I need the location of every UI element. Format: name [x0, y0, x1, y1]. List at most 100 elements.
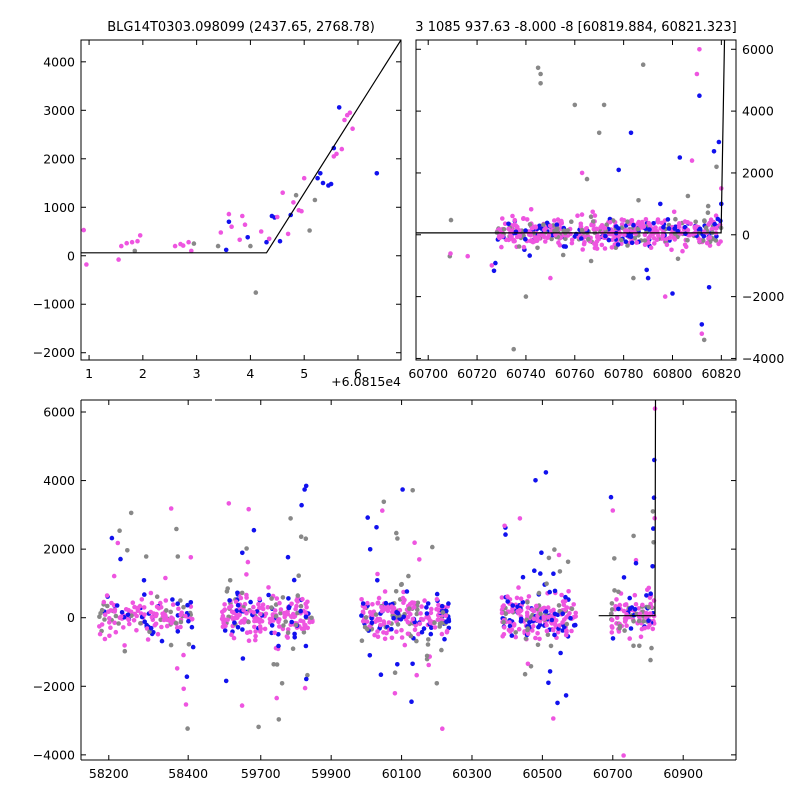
bottom-point	[293, 622, 299, 628]
top-right-point	[646, 236, 651, 241]
top-left-point	[137, 233, 143, 238]
top-right-point	[581, 241, 587, 247]
bottom-point	[650, 626, 656, 632]
bottom-point	[563, 632, 569, 638]
bottom-point	[609, 607, 615, 612]
bottom-point	[225, 586, 230, 591]
top-left-xtick-label: 6	[354, 366, 362, 381]
bottom-point	[525, 627, 530, 633]
bottom-point	[644, 610, 649, 616]
top-left-ticks: 1 2 3 4 5 6 −2000 −1000 0 1000 2000 3000 4000	[33, 40, 401, 381]
top-right-point	[557, 243, 563, 248]
top-right-point	[555, 226, 560, 232]
bottom-point	[220, 624, 226, 630]
bottom-point	[235, 590, 240, 596]
top-left-point	[264, 239, 269, 245]
top-right-point	[622, 228, 628, 233]
bottom-point	[417, 557, 422, 562]
bottom-point	[304, 676, 309, 682]
top-left-point	[215, 243, 221, 249]
bottom-point	[544, 581, 549, 586]
top-right-ticks: 60700 60720 60740 60760 60780 60800 60820−4000…	[408, 40, 784, 381]
top-right-point	[496, 234, 502, 240]
bottom-point	[502, 625, 507, 630]
top-right-point	[575, 213, 580, 218]
bottom-point	[244, 595, 249, 600]
top-left-point	[320, 180, 326, 186]
top-left-point	[339, 146, 345, 152]
bottom-point	[364, 619, 370, 624]
bottom-point	[513, 630, 518, 635]
bottom-model-line	[598, 400, 657, 617]
bottom-point	[282, 610, 287, 616]
top-right-point	[701, 229, 707, 235]
bottom-point	[549, 617, 555, 623]
bottom-point	[158, 605, 164, 610]
top-right-point	[499, 244, 504, 250]
top-right-point	[643, 217, 649, 222]
top-right-point	[644, 267, 649, 273]
bottom-point	[147, 629, 152, 634]
top-right-point	[693, 219, 698, 225]
bottom-point	[400, 595, 406, 601]
top-right-point	[609, 245, 615, 250]
top-right-point	[547, 223, 553, 229]
top-left-point	[245, 235, 250, 240]
bottom-point	[503, 532, 508, 537]
top-left-point	[299, 208, 304, 214]
top-left-point	[191, 241, 197, 246]
bottom-point	[552, 611, 558, 617]
top-left-point	[135, 238, 140, 244]
bottom-point	[112, 609, 117, 614]
bottom-point	[168, 609, 173, 615]
bottom-point	[269, 623, 275, 628]
bottom-point	[159, 624, 164, 630]
top-right-point	[491, 268, 497, 274]
bottom-point	[142, 612, 147, 617]
bottom-point	[573, 610, 578, 616]
bottom-point	[435, 617, 441, 622]
bottom-point	[393, 589, 399, 594]
top-right-point	[528, 207, 534, 212]
bottom-point	[257, 596, 262, 602]
bottom-point	[158, 600, 163, 606]
top-right-point	[635, 226, 641, 232]
bottom-point	[444, 628, 450, 634]
bottom-point	[617, 623, 623, 629]
bottom-point	[552, 632, 557, 638]
bottom-point	[141, 578, 147, 583]
bottom-point	[422, 598, 427, 603]
top-right-point	[572, 102, 578, 108]
bottom-point	[555, 700, 560, 706]
top-right-point	[675, 256, 681, 262]
top-left-data-points	[81, 105, 380, 295]
top-right-point	[631, 222, 636, 228]
top-right-point	[660, 233, 666, 238]
bottom-point	[538, 571, 543, 576]
bottom-point	[298, 608, 304, 614]
top-right-point	[705, 210, 711, 215]
bottom-point	[392, 670, 398, 675]
bottom-point	[145, 637, 151, 642]
bottom-point	[507, 620, 512, 625]
top-right-point	[592, 213, 598, 218]
bottom-point	[121, 625, 126, 630]
bottom-point	[508, 629, 513, 634]
top-right-point	[636, 219, 641, 225]
bottom-point	[234, 608, 240, 613]
top-right-ytick-label: −2000	[742, 289, 784, 304]
bottom-point	[127, 621, 132, 627]
top-right-point	[677, 155, 683, 160]
top-left-point	[307, 228, 312, 233]
bottom-point	[640, 602, 645, 608]
bottom-point	[522, 671, 528, 677]
bottom-point	[394, 629, 399, 634]
top-right-point	[636, 198, 641, 203]
bottom-point	[375, 571, 380, 577]
top-left-point	[237, 237, 242, 243]
bottom-point	[154, 594, 160, 599]
bottom-right-segment-points	[219, 406, 658, 758]
bottom-point	[225, 617, 230, 623]
bottom-point	[114, 603, 120, 608]
